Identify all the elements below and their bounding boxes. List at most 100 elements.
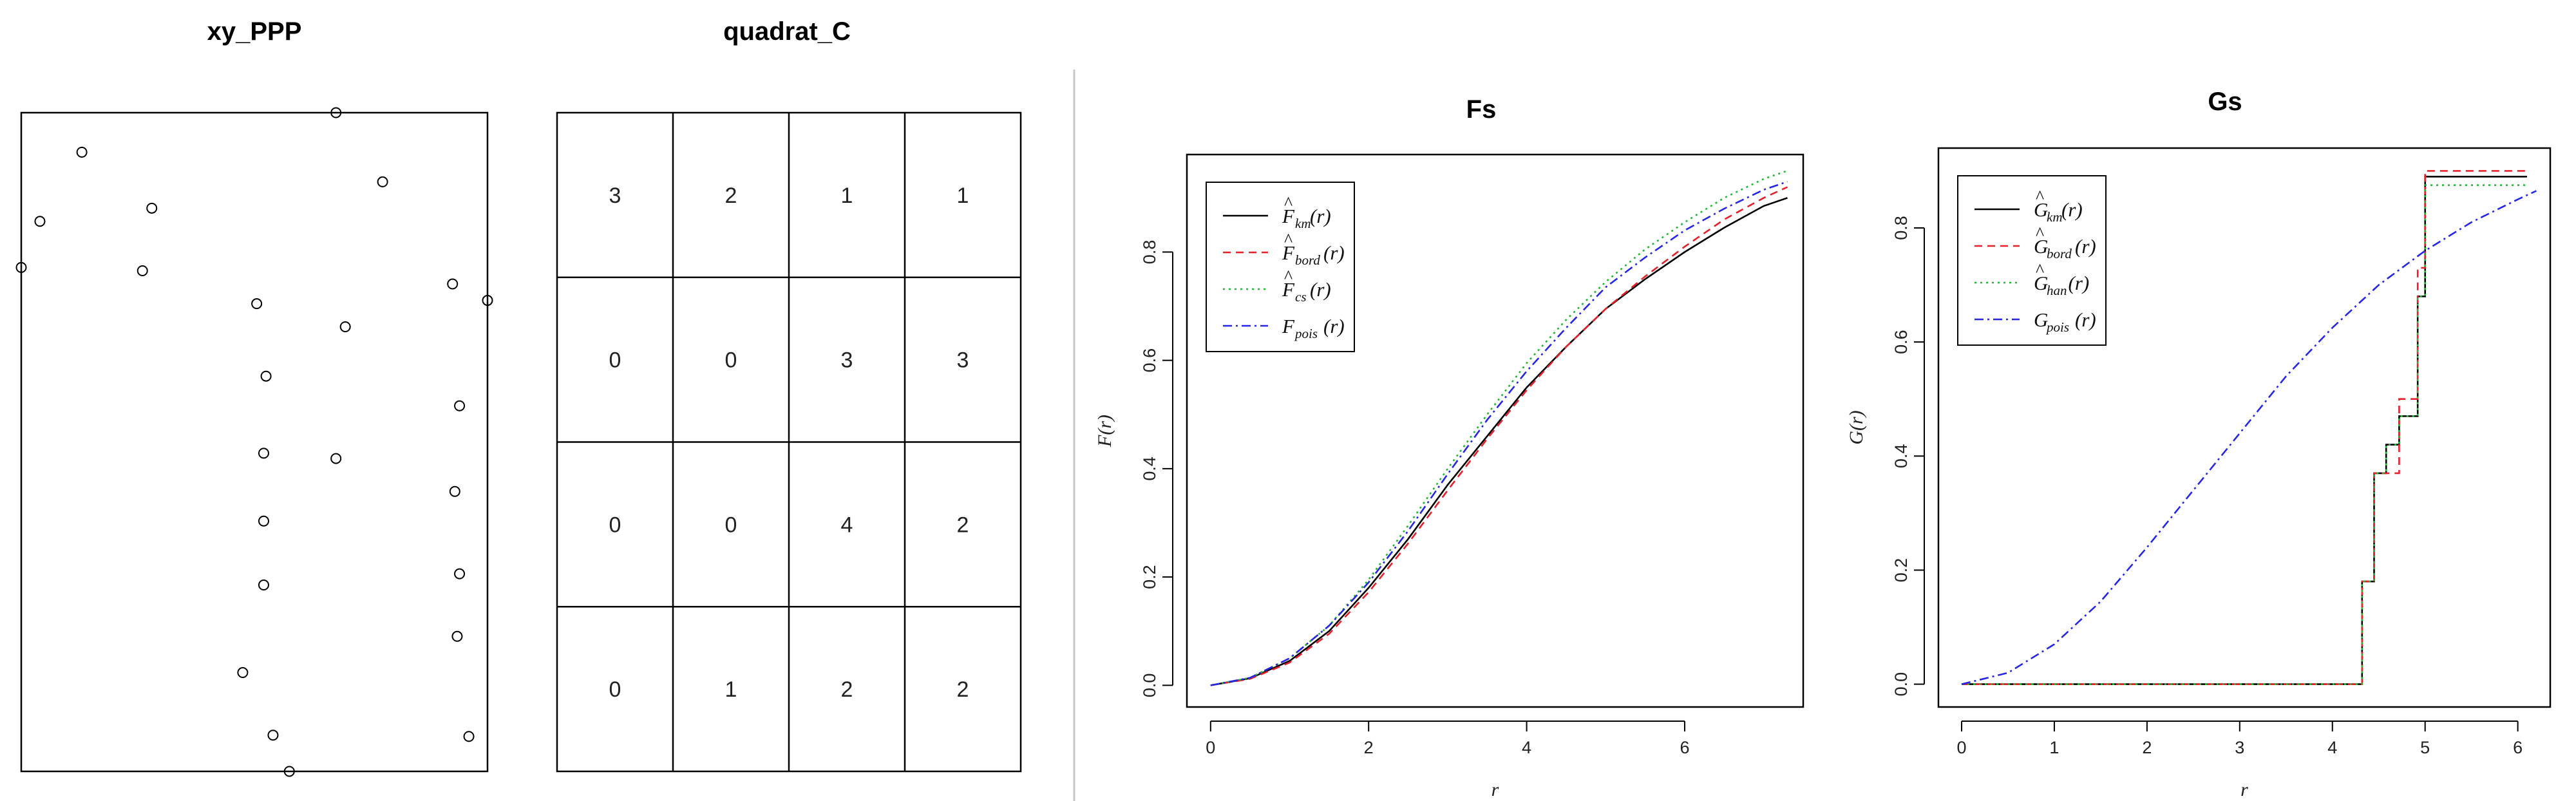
fs-legend-hat-1: ^ bbox=[1284, 231, 1293, 250]
gs-legend-hat-0: ^ bbox=[2036, 187, 2044, 207]
fs-legend-sub-2: cs bbox=[1295, 289, 1307, 305]
xy-point-2 bbox=[76, 146, 88, 158]
xy-point-11 bbox=[482, 295, 493, 306]
gs-y-tick-label-0: 0.0 bbox=[1891, 672, 1911, 697]
gs-x-tick-label-1: 1 bbox=[2049, 738, 2059, 757]
fs-legend-symbol-0: F bbox=[1282, 205, 1295, 227]
fs-y-tick-label-4: 0.8 bbox=[1140, 240, 1159, 265]
fs-legend-arg-3: (r) bbox=[1323, 315, 1345, 337]
xy-point-20 bbox=[237, 667, 249, 679]
gs-legend-box bbox=[1957, 175, 2107, 346]
gs-legend-hat-2: ^ bbox=[2036, 261, 2044, 281]
fs-legend-arg-2: (r) bbox=[1310, 278, 1331, 301]
xy-point-22 bbox=[463, 731, 475, 742]
xy-ppp-window bbox=[20, 111, 489, 773]
gs-x-tick-label-0: 0 bbox=[1956, 738, 1966, 757]
quadrat-count-r2-c3: 2 bbox=[957, 513, 969, 537]
fs-series-line-3 bbox=[1210, 180, 1788, 686]
xy-point-6 bbox=[377, 176, 388, 187]
fs-y-axis-label: F(r) bbox=[1094, 415, 1115, 448]
quadrat-count-r0-c3: 1 bbox=[957, 184, 969, 208]
fs-legend-symbol-1: F bbox=[1282, 241, 1295, 264]
quadrat-count-r0-c2: 1 bbox=[841, 184, 853, 208]
gs-legend-sub-0: km bbox=[2047, 209, 2063, 225]
gs-legend-sub-1: bord bbox=[2047, 246, 2072, 261]
gs-y-tick-label-3: 0.6 bbox=[1891, 330, 1911, 354]
gs-series-line-3 bbox=[1961, 190, 2537, 685]
gs-title: Gs bbox=[2208, 88, 2242, 116]
fs-legend-symbol-3: F bbox=[1282, 315, 1295, 337]
quadrat-count-r0-c0: 3 bbox=[609, 184, 621, 208]
quadrat-count-r3-c1: 1 bbox=[725, 677, 737, 702]
gs-legend-sub-3: pois bbox=[2045, 319, 2069, 335]
gs-legend-symbol-2: G bbox=[2034, 272, 2048, 294]
fs-series-line-0 bbox=[1210, 197, 1788, 686]
xy-point-7 bbox=[251, 298, 263, 310]
xy-point-8 bbox=[339, 321, 351, 332]
gs-x-tick-label-5: 5 bbox=[2420, 738, 2430, 757]
xy-point-14 bbox=[330, 453, 342, 464]
fs-y-tick-label-1: 0.2 bbox=[1140, 565, 1159, 589]
fs-title: Fs bbox=[1466, 95, 1497, 124]
fs-legend-box bbox=[1206, 182, 1355, 352]
fs-x-tick-label-0: 0 bbox=[1206, 738, 1215, 757]
xy-point-15 bbox=[449, 485, 460, 497]
xy-point-13 bbox=[258, 448, 269, 459]
fs-legend-sub-3: pois bbox=[1294, 326, 1318, 341]
fs-legend-arg-0: (r) bbox=[1310, 205, 1331, 227]
gs-legend-arg-3: (r) bbox=[2075, 308, 2096, 331]
fs-legend-hat-0: ^ bbox=[1284, 194, 1293, 214]
xy-point-5 bbox=[330, 107, 342, 118]
xy-point-19 bbox=[451, 630, 463, 642]
fs-legend-sub-1: bord bbox=[1295, 252, 1320, 268]
fs-series-line-1 bbox=[1210, 186, 1788, 686]
gs-legend-arg-1: (r) bbox=[2075, 235, 2096, 258]
xy-point-1 bbox=[34, 216, 46, 227]
gs-legend-sub-2: han bbox=[2047, 283, 2067, 298]
fs-legend-sub-0: km bbox=[1295, 216, 1311, 231]
fs-legend-arg-1: (r) bbox=[1323, 241, 1345, 264]
xy-point-10 bbox=[447, 278, 459, 290]
xy-point-0 bbox=[15, 261, 27, 273]
gs-series-line-1 bbox=[1962, 170, 2527, 685]
fs-x-tick-label-3: 6 bbox=[1680, 738, 1689, 757]
fs-y-tick-label-2: 0.4 bbox=[1140, 457, 1159, 481]
xy-point-23 bbox=[283, 766, 295, 777]
xy-point-18 bbox=[258, 579, 269, 590]
gs-y-tick-label-2: 0.4 bbox=[1891, 444, 1911, 469]
gs-y-tick-label-4: 0.8 bbox=[1891, 216, 1911, 240]
quadrat-count-r0-c1: 2 bbox=[725, 184, 737, 208]
fs-plot-frame bbox=[1186, 153, 1804, 708]
gs-x-tick-label-3: 3 bbox=[2235, 738, 2244, 757]
xy-point-4 bbox=[146, 202, 158, 214]
fs-y-tick-label-3: 0.6 bbox=[1140, 348, 1159, 373]
xy-point-16 bbox=[258, 515, 269, 527]
quadrat-count-r1-c1: 0 bbox=[725, 348, 737, 373]
gs-series-line-2 bbox=[1962, 184, 2527, 685]
xy-ppp-title: xy_PPP bbox=[207, 17, 302, 46]
gs-legend-symbol-0: G bbox=[2034, 198, 2048, 221]
gs-y-axis-label: G(r) bbox=[1846, 410, 1867, 444]
fs-x-tick-label-1: 2 bbox=[1364, 738, 1374, 757]
quadrat-count-r3-c0: 0 bbox=[609, 677, 621, 702]
gs-legend-arg-2: (r) bbox=[2069, 272, 2090, 294]
quadrat-count-r1-c2: 3 bbox=[841, 348, 853, 373]
fs-legend-hat-2: ^ bbox=[1284, 267, 1293, 287]
gs-x-axis-label: r bbox=[2240, 779, 2248, 800]
quadrat-c-title: quadrat_C bbox=[723, 17, 851, 46]
xy-point-12 bbox=[454, 400, 466, 411]
gs-legend-symbol-3: G bbox=[2034, 308, 2048, 331]
quadrat-count-r3-c2: 2 bbox=[841, 677, 853, 702]
gs-x-tick-label-4: 4 bbox=[2327, 738, 2337, 757]
gs-legend-arg-0: (r) bbox=[2061, 198, 2083, 221]
gs-legend-hat-1: ^ bbox=[2036, 224, 2044, 244]
gs-x-tick-label-6: 6 bbox=[2513, 738, 2523, 757]
fs-x-tick-label-2: 4 bbox=[1522, 738, 1531, 757]
xy-point-17 bbox=[454, 568, 466, 580]
fs-legend-symbol-2: F bbox=[1282, 278, 1295, 301]
xy-point-9 bbox=[260, 370, 272, 382]
quadrat-count-r3-c3: 2 bbox=[957, 677, 969, 702]
gs-legend-symbol-1: G bbox=[2034, 235, 2048, 258]
fs-x-axis-label: r bbox=[1492, 779, 1499, 800]
